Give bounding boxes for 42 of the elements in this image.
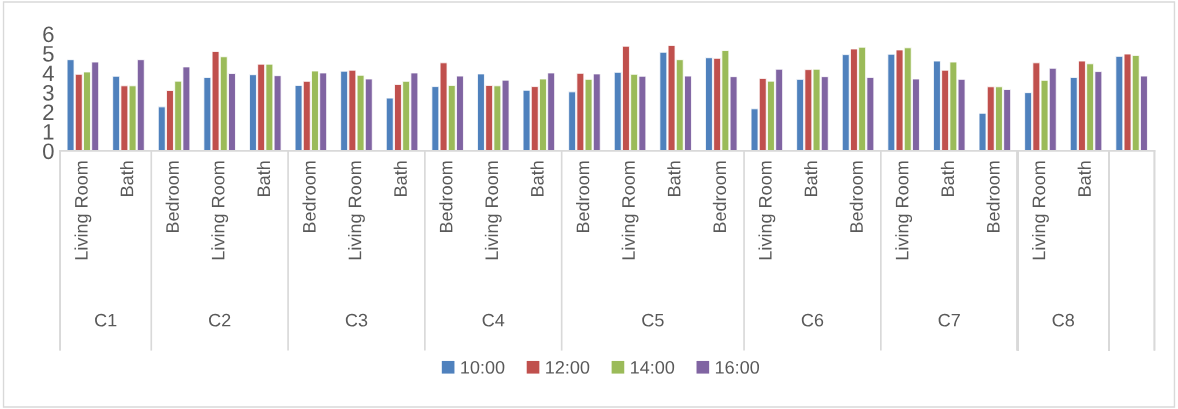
y-tick-label: 0: [43, 143, 54, 160]
x-tick-label: Living Room: [621, 161, 639, 260]
x-tick-label: Living Room: [211, 161, 229, 260]
legend-label: 16:00: [715, 360, 760, 374]
x-tick-label: Bath: [393, 161, 407, 196]
y-tick-label: 2: [43, 104, 54, 120]
legend-label: 12:00: [546, 360, 590, 374]
x-tick-label: Bedroom: [302, 161, 316, 233]
x-tick-label: Bath: [1077, 161, 1091, 196]
x-tick-label: Living Room: [1032, 161, 1049, 260]
text: C8: [1052, 313, 1074, 327]
text: C1: [95, 313, 117, 327]
y-tick-label: 3: [43, 84, 54, 101]
x-tick-label: Bedroom: [849, 161, 863, 233]
x-tick-label: Bath: [120, 161, 134, 196]
x-tick-label: Bath: [530, 161, 544, 196]
legend-label: 10:00: [461, 360, 505, 374]
x-tick-label: Living Room: [758, 161, 776, 260]
x-tick-label: Bath: [940, 161, 955, 196]
x-tick-label: Bedroom: [712, 161, 727, 233]
y-tick-label: 1: [43, 124, 54, 140]
y-tick-label: 4: [42, 65, 54, 81]
x-tick-label: Living Room: [74, 161, 92, 260]
text: C4: [482, 313, 505, 327]
text: C5: [642, 313, 664, 327]
y-tick-label: 6: [43, 26, 54, 43]
x-tick-label: Bedroom: [165, 161, 179, 233]
text: C7: [938, 313, 960, 327]
x-tick-label: Bedroom: [439, 161, 453, 233]
x-tick-label: Bath: [256, 161, 271, 196]
x-tick-label: Bath: [804, 161, 818, 196]
x-tick-label: Bedroom: [986, 161, 1000, 233]
legend-label: 14:00: [631, 360, 675, 374]
x-tick-label: Living Room: [348, 161, 365, 260]
text: C3: [345, 313, 368, 327]
text: C6: [801, 313, 824, 327]
text: C2: [209, 313, 231, 327]
y-tick-label: 5: [43, 46, 54, 62]
x-tick-label: Bedroom: [576, 161, 590, 233]
x-tick-label: Living Room: [895, 161, 913, 260]
x-tick-label: Living Room: [484, 161, 502, 260]
x-tick-label: Bath: [667, 161, 681, 196]
